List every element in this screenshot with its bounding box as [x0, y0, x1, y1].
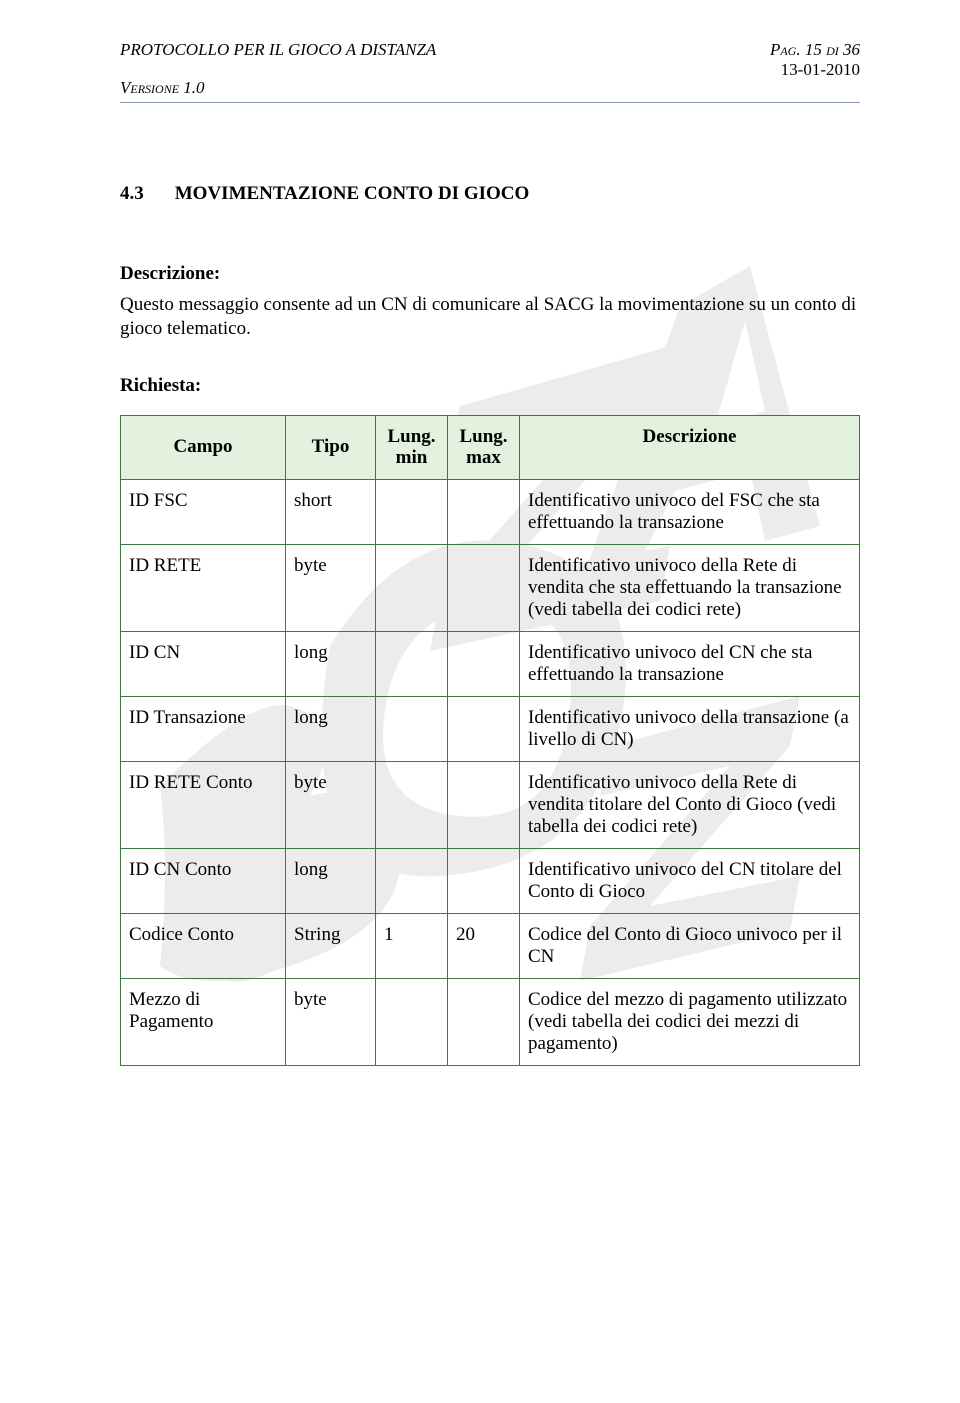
cell-lung-min — [376, 979, 448, 1066]
cell-lung-max: 20 — [448, 914, 520, 979]
cell-campo: Codice Conto — [121, 914, 286, 979]
description-label: Descrizione: — [120, 263, 860, 285]
description-text: Questo messaggio consente ad un CN di co… — [120, 293, 860, 341]
version-label: Versione 1.0 — [120, 78, 436, 98]
table-row: ID FSCshort Identificativo univoco del FS… — [121, 480, 860, 545]
cell-tipo: short — [286, 480, 376, 545]
col-header-descrizione: Descrizione — [520, 415, 860, 480]
cell-campo: Mezzo di Pagamento — [121, 979, 286, 1066]
cell-lung-min — [376, 849, 448, 914]
cell-lung-min: 1 — [376, 914, 448, 979]
cell-campo: ID RETE Conto — [121, 762, 286, 849]
section-number: 4.3 — [120, 183, 164, 205]
table-row: ID CN Contolong Identificativo univoco de… — [121, 849, 860, 914]
doc-title: PROTOCOLLO PER IL GIOCO A DISTANZA — [120, 40, 436, 60]
cell-tipo: long — [286, 849, 376, 914]
cell-lung-max — [448, 545, 520, 632]
cell-campo: ID RETE — [121, 545, 286, 632]
cell-descrizione: Identificativo univoco della transazione… — [520, 697, 860, 762]
cell-lung-min — [376, 632, 448, 697]
table-row: Codice ContoString120Codice del Conto di… — [121, 914, 860, 979]
table-row: ID CNlong Identificativo univoco del CN c… — [121, 632, 860, 697]
table-row: ID Transazionelong Identificativo univoco… — [121, 697, 860, 762]
cell-descrizione: Codice del Conto di Gioco univoco per il… — [520, 914, 860, 979]
col-header-tipo: Tipo — [286, 415, 376, 480]
col-header-lung-max: Lung. max — [448, 415, 520, 480]
cell-tipo: String — [286, 914, 376, 979]
table-header-row: Campo Tipo Lung. min Lung. max Descrizio… — [121, 415, 860, 480]
cell-lung-min — [376, 697, 448, 762]
col-header-campo: Campo — [121, 415, 286, 480]
cell-descrizione: Codice del mezzo di pagamento utilizzato… — [520, 979, 860, 1066]
cell-descrizione: Identificativo univoco della Rete di ven… — [520, 762, 860, 849]
cell-lung-max — [448, 849, 520, 914]
cell-campo: ID CN Conto — [121, 849, 286, 914]
cell-descrizione: Identificativo univoco del FSC che sta e… — [520, 480, 860, 545]
table-row: ID RETE Contobyte Identificativo univoco … — [121, 762, 860, 849]
cell-tipo: long — [286, 632, 376, 697]
request-table: Campo Tipo Lung. min Lung. max Descrizio… — [120, 415, 860, 1067]
table-row: ID RETEbyte Identificativo univoco della … — [121, 545, 860, 632]
cell-lung-max — [448, 697, 520, 762]
cell-descrizione: Identificativo univoco del CN titolare d… — [520, 849, 860, 914]
cell-tipo: byte — [286, 979, 376, 1066]
cell-lung-max — [448, 480, 520, 545]
cell-descrizione: Identificativo univoco della Rete di ven… — [520, 545, 860, 632]
cell-lung-max — [448, 979, 520, 1066]
table-row: Mezzo di Pagamentobyte Codice del mezzo d… — [121, 979, 860, 1066]
section-heading: 4.3 MOVIMENTAZIONE CONTO DI GIOCO — [120, 183, 860, 205]
cell-tipo: long — [286, 697, 376, 762]
page-date: 13-01-2010 — [770, 60, 860, 80]
cell-lung-max — [448, 762, 520, 849]
col-header-lung-min: Lung. min — [376, 415, 448, 480]
cell-lung-min — [376, 545, 448, 632]
cell-campo: ID Transazione — [121, 697, 286, 762]
cell-tipo: byte — [286, 762, 376, 849]
cell-lung-min — [376, 762, 448, 849]
page-number: Pag. 15 di 36 — [770, 40, 860, 60]
page-header: PROTOCOLLO PER IL GIOCO A DISTANZA Versi… — [120, 40, 860, 103]
cell-lung-min — [376, 480, 448, 545]
cell-campo: ID FSC — [121, 480, 286, 545]
cell-lung-max — [448, 632, 520, 697]
cell-descrizione: Identificativo univoco del CN che sta ef… — [520, 632, 860, 697]
section-title: MOVIMENTAZIONE CONTO DI GIOCO — [175, 183, 530, 205]
cell-campo: ID CN — [121, 632, 286, 697]
request-label: Richiesta: — [120, 375, 860, 397]
cell-tipo: byte — [286, 545, 376, 632]
